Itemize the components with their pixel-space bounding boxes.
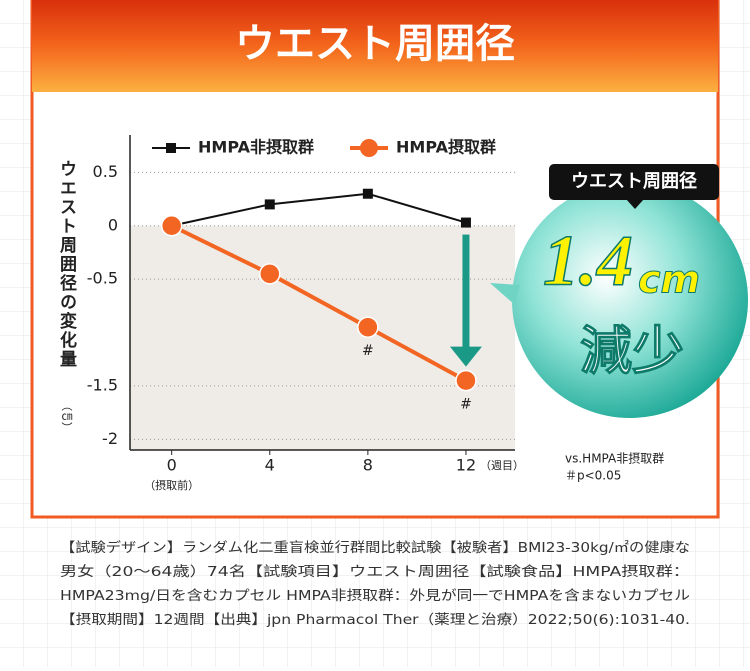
footnote-line: 男女（20～64歳）74名【試験項目】ウエスト周囲径【試験食品】HMPA摂取群： bbox=[60, 563, 690, 580]
footnote-line: HMPA23mg/日を含むカプセル HMPA非摂取群：外見が同一でHMPAを含ま… bbox=[60, 588, 690, 604]
x-tick-label: 8 bbox=[363, 456, 373, 475]
x-annotation: （摂取前） bbox=[144, 478, 199, 492]
callout-label-pointer bbox=[626, 199, 644, 209]
point bbox=[455, 369, 477, 392]
callout-text: 減少 bbox=[580, 322, 684, 382]
callout-label: ウエスト周囲径 bbox=[571, 170, 697, 192]
legend-marker bbox=[360, 139, 378, 157]
legend-label: HMPA非摂取群 bbox=[198, 138, 314, 157]
chart-title: ウエスト周囲径 bbox=[235, 21, 515, 67]
negative-region bbox=[130, 225, 515, 450]
header-banner bbox=[32, 0, 718, 92]
callout-label-box bbox=[549, 164, 719, 200]
x-tick-label: 0 bbox=[167, 456, 177, 475]
point-label: # bbox=[362, 343, 374, 359]
callout-value: 1.4 bbox=[543, 221, 633, 301]
callout-badge bbox=[512, 182, 748, 418]
y-tick-label: -1.5 bbox=[87, 375, 118, 394]
y-tick-label: 0.5 bbox=[93, 162, 118, 181]
difference-arrow-head bbox=[449, 346, 482, 367]
point-label: # bbox=[460, 397, 472, 413]
y-axis-unit: （㎝） bbox=[60, 400, 73, 433]
note: vs.HMPA非摂取群 bbox=[565, 451, 664, 466]
point bbox=[160, 215, 183, 237]
footnote-line: 【摂取期間】12週間【出典】jpn Pharmacol Ther（薬理と治療）2… bbox=[60, 611, 690, 628]
x-tick-label: 4 bbox=[265, 456, 275, 475]
y-tick-label: -2 bbox=[102, 429, 118, 448]
difference-arrow-shaft bbox=[462, 234, 470, 349]
callout-pointer bbox=[490, 283, 520, 305]
note: ＃p<0.05 bbox=[565, 469, 621, 483]
y-tick-label: -0.5 bbox=[87, 269, 118, 288]
x-tick-label: 12 bbox=[456, 456, 476, 475]
point bbox=[460, 217, 471, 228]
y-axis-label: ウエスト周囲径の変化量 bbox=[56, 160, 77, 369]
point bbox=[357, 316, 379, 338]
series-line bbox=[171, 192, 467, 227]
y-tick-label: 0 bbox=[108, 215, 118, 234]
x-annotation: （週目） bbox=[480, 459, 524, 472]
callout-unit: cm bbox=[638, 258, 700, 302]
point bbox=[259, 263, 281, 285]
legend-marker bbox=[166, 143, 176, 153]
footnote-line: 【試験デザイン】ランダム化二重盲検並行群間比較試験【被験者】BMI23-30kg… bbox=[60, 539, 690, 556]
legend-label: HMPA摂取群 bbox=[396, 138, 496, 157]
point bbox=[362, 188, 373, 199]
point bbox=[264, 199, 275, 210]
series-line bbox=[170, 223, 467, 383]
